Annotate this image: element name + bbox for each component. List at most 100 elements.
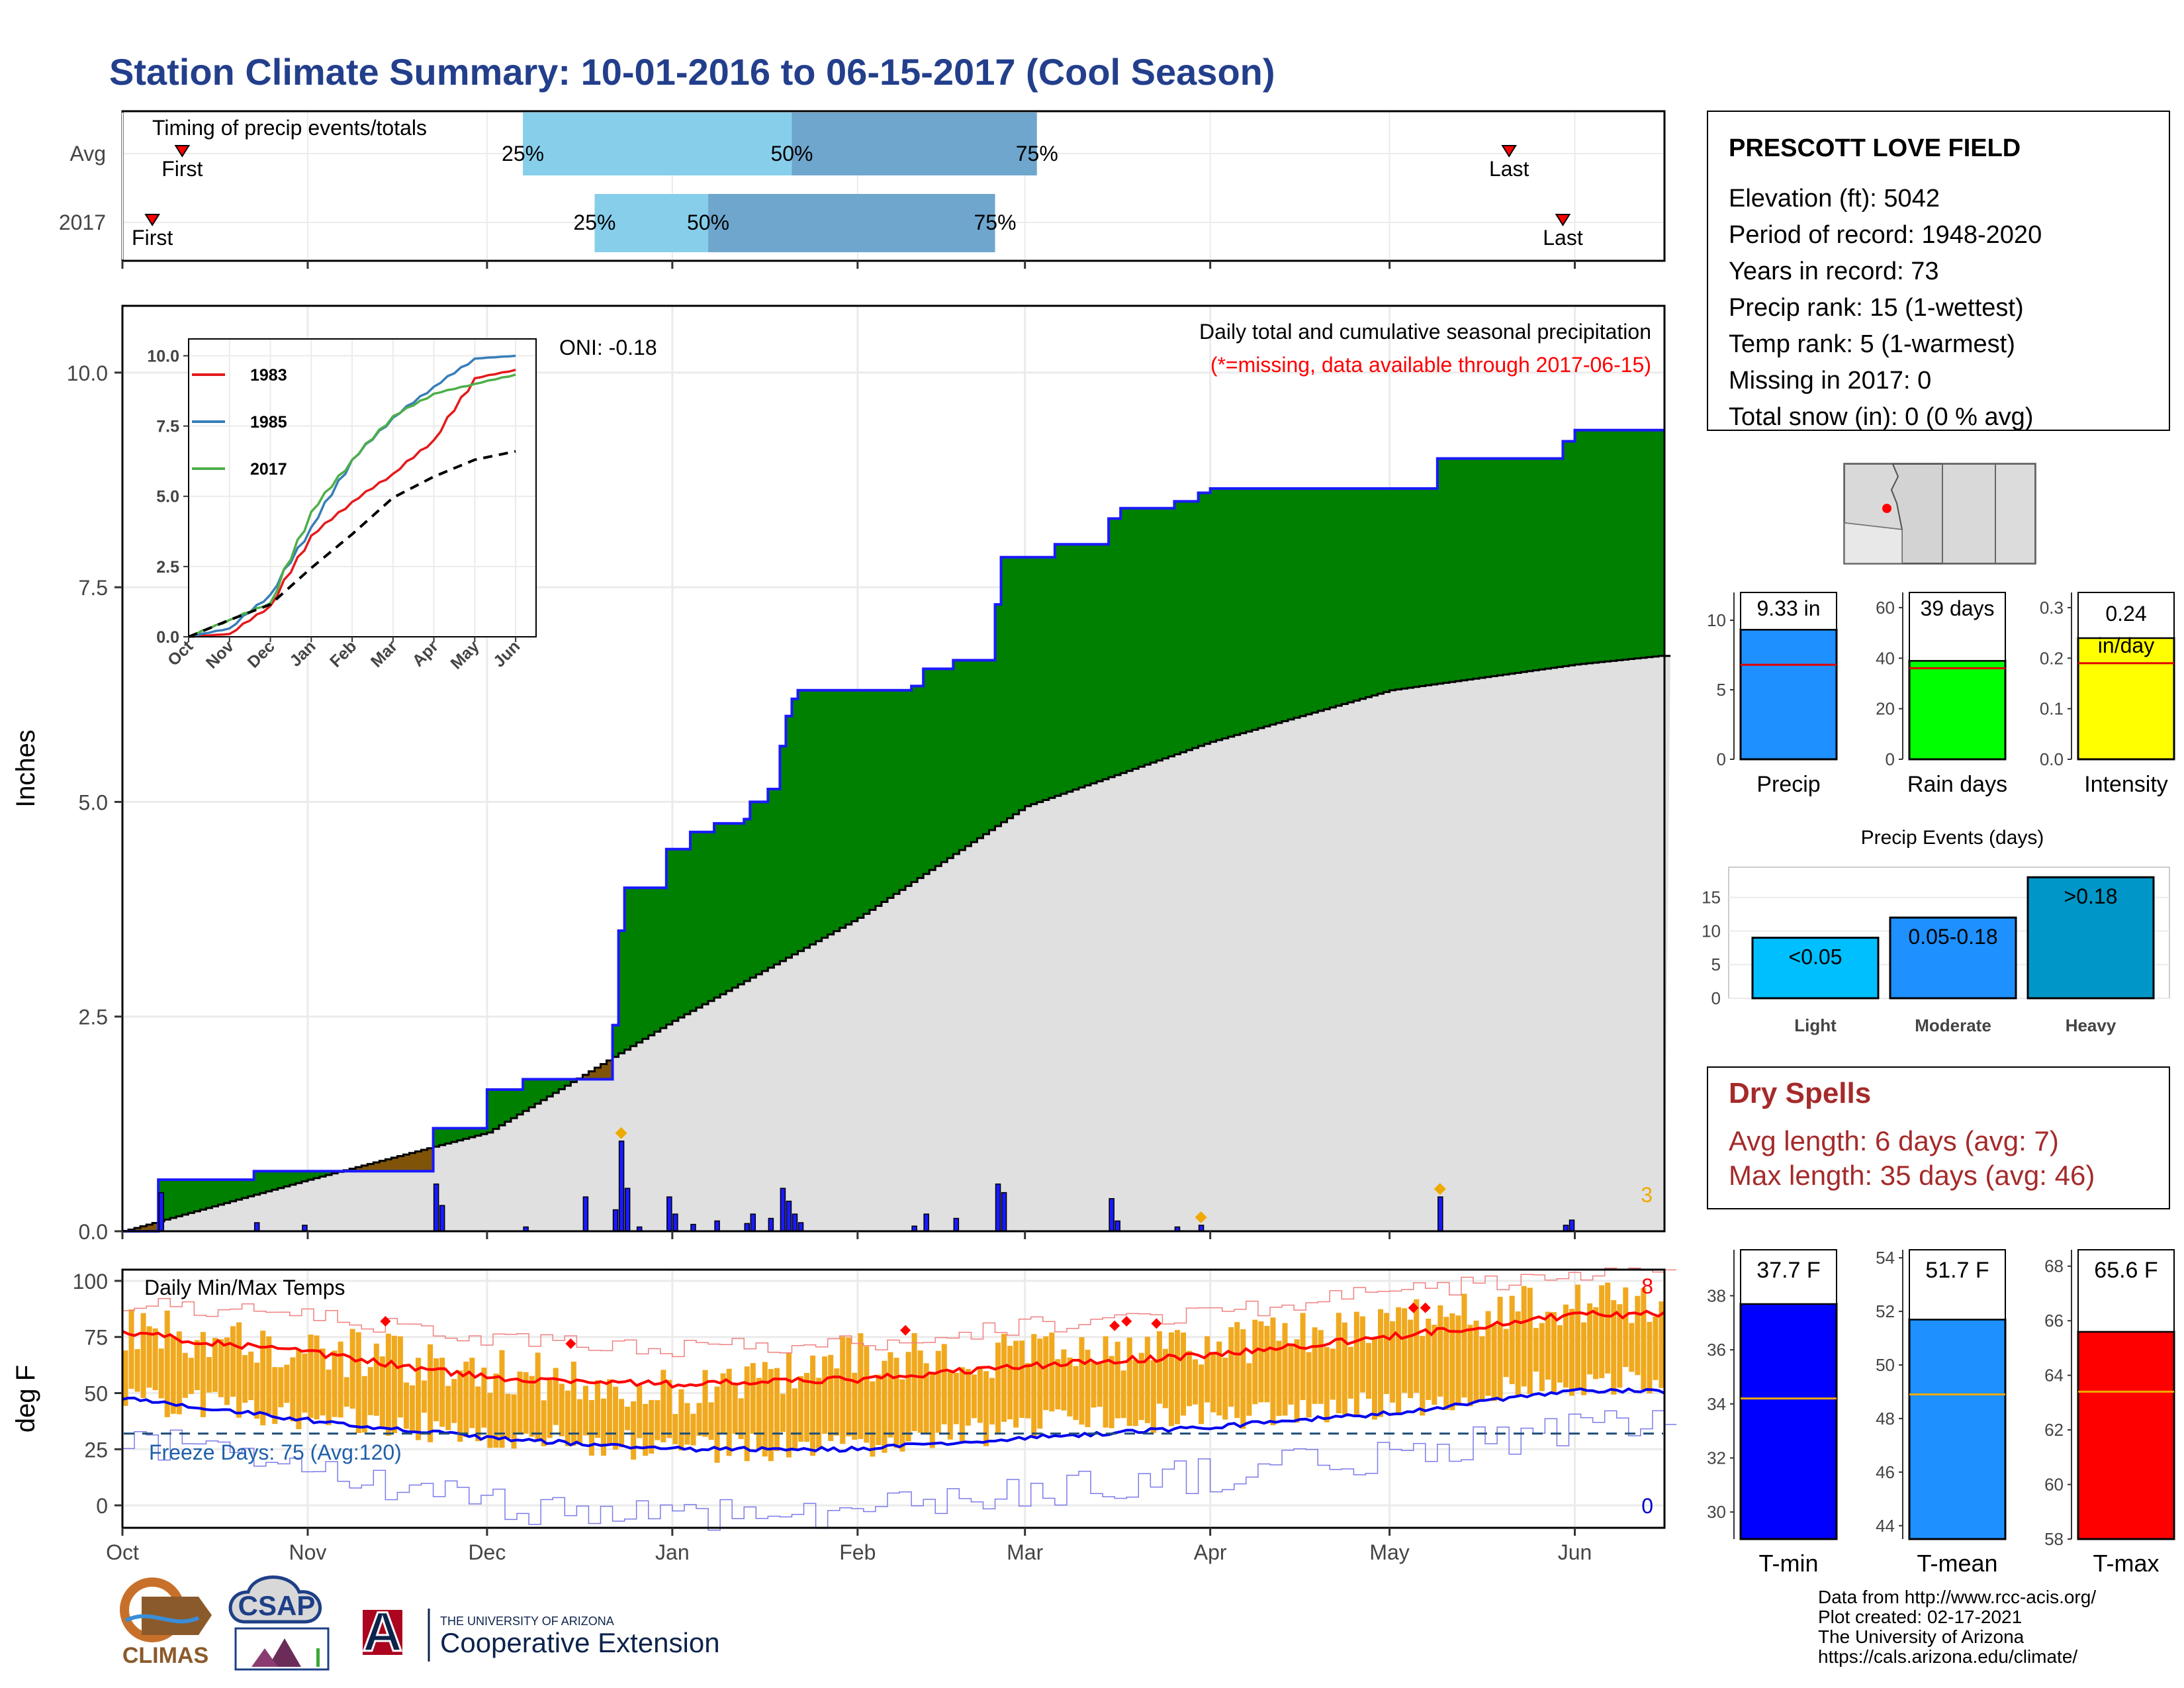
above-average-area <box>983 660 990 835</box>
daily-temp-bar <box>1599 1285 1605 1378</box>
above-average-area <box>242 1180 249 1198</box>
daily-temp-bar <box>1378 1309 1384 1417</box>
stat-tick-label: 10 <box>1707 610 1726 630</box>
above-average-area <box>702 831 709 1005</box>
above-average-area <box>1347 488 1354 702</box>
daily-temp-bar <box>637 1385 643 1438</box>
daily-temp-bar <box>200 1332 206 1417</box>
daily-temp-bar <box>1563 1304 1569 1388</box>
temp-stat-category-label: T-mean <box>1917 1550 1997 1577</box>
daily-precip-bar <box>612 1209 619 1232</box>
inset-legend-label: 1985 <box>250 413 287 432</box>
stat-bar <box>1739 628 1838 761</box>
timing-title: Timing of precip events/totals <box>152 116 427 140</box>
daily-temp-bar <box>846 1337 852 1436</box>
stat-value-label: 39 days <box>1920 596 1994 620</box>
daily-temp-bar <box>134 1349 140 1392</box>
daily-temp-bar <box>1156 1331 1162 1404</box>
above-average-area <box>265 1171 273 1192</box>
daily-temp-bar <box>1085 1350 1091 1427</box>
precip-chart: 0.0 2.5 5.0 7.5 10.0 Inches ONI: -0.18 Daily… <box>11 305 1671 1244</box>
daily-temp-bar <box>1216 1341 1222 1416</box>
daily-temp-bar <box>541 1400 547 1446</box>
daily-temp-bar <box>1426 1319 1432 1400</box>
above-average-area <box>792 698 799 955</box>
temp-stat-bar <box>1739 1303 1838 1540</box>
temp-stat-value-box <box>1740 1249 1837 1305</box>
below-average-area <box>415 1151 422 1172</box>
station-location-marker <box>1882 504 1891 513</box>
daily-temp-bar <box>828 1354 834 1441</box>
temp-stat-tick-label: 36 <box>1707 1340 1726 1360</box>
above-average-area <box>1479 458 1486 678</box>
daily-temp-bar <box>899 1379 905 1452</box>
above-average-area <box>200 1180 207 1210</box>
precip-ytick-label: 10.0 <box>67 361 108 385</box>
temp-ytick-label: 0 <box>96 1494 108 1518</box>
below-average-area <box>134 1227 141 1231</box>
above-average-area <box>176 1180 183 1217</box>
above-average-area <box>612 1025 619 1057</box>
daily-temp-bar <box>469 1358 475 1429</box>
timing-y2017-first-marker <box>144 214 160 226</box>
daily-temp-bar <box>1120 1370 1126 1419</box>
below-average-area <box>582 1074 590 1080</box>
above-average-area <box>1401 488 1408 689</box>
daily-temp-bar <box>666 1380 672 1438</box>
daily-temp-bar <box>893 1358 899 1448</box>
daily-temp-bar <box>361 1376 367 1433</box>
above-average-area <box>768 788 774 968</box>
daily-temp-bar <box>1162 1348 1168 1409</box>
stat-tick-label: 60 <box>1876 598 1895 618</box>
inset-ytick-label: 2.5 <box>156 558 179 577</box>
temp-stat-tick-label: 30 <box>1707 1502 1726 1522</box>
above-average-area <box>780 746 787 961</box>
flag-marker <box>1433 1183 1446 1196</box>
daily-temp-bar <box>158 1348 164 1399</box>
daily-temp-bar <box>1132 1360 1138 1427</box>
month-label: Jun <box>1558 1540 1592 1564</box>
credit-university: The University of Arizona <box>1818 1626 2025 1647</box>
above-average-area <box>1269 488 1277 725</box>
daily-temp-bar <box>1187 1350 1193 1407</box>
above-average-area <box>1001 557 1008 823</box>
precip-missing-note: (*=missing, data available through 2017-… <box>1210 353 1651 377</box>
above-average-area <box>1013 557 1020 814</box>
above-average-area <box>504 1089 512 1122</box>
daily-temp-bar <box>1318 1330 1324 1404</box>
daily-temp-bar <box>367 1367 373 1415</box>
temp-ytick-label: 100 <box>73 1270 108 1293</box>
record-high-marker <box>1408 1302 1419 1313</box>
daily-temp-bar <box>523 1372 529 1434</box>
below-average-area <box>367 1164 374 1172</box>
above-average-area <box>684 849 691 1015</box>
stat-category-label: Rain days <box>1907 772 2007 797</box>
daily-temp-bar <box>738 1398 744 1440</box>
daily-temp-bar <box>1659 1301 1664 1388</box>
daily-temp-bar <box>206 1357 212 1393</box>
above-average-area <box>1574 430 1582 665</box>
ua-a-mark: A <box>363 1601 403 1663</box>
daily-temp-bar <box>416 1358 422 1440</box>
above-average-area <box>1288 488 1295 720</box>
above-average-area <box>492 1089 500 1129</box>
above-average-area <box>1640 430 1647 658</box>
above-average-area <box>1563 441 1570 667</box>
above-average-area <box>486 1089 494 1133</box>
temp-stat-value-label: 65.6 F <box>2094 1258 2158 1283</box>
stat-chart-rain-days: 0 20 40 60 39 days Rain days <box>1876 592 2007 797</box>
daily-precip-bar <box>953 1217 960 1232</box>
below-average-area <box>397 1156 404 1172</box>
above-average-area <box>905 690 912 886</box>
above-average-area <box>1491 458 1498 677</box>
daily-temp-bar <box>1306 1352 1312 1418</box>
above-average-area <box>301 1171 308 1182</box>
above-average-area <box>732 823 739 988</box>
above-average-area <box>1024 557 1032 806</box>
cumulative-2017-line <box>122 428 1664 1233</box>
above-average-area <box>833 690 841 931</box>
events-category-label: Moderate <box>1915 1015 1991 1035</box>
temp-chart: 0 25 50 75 100 deg F Daily Min/Max Temps Fre… <box>11 1267 1677 1531</box>
daily-temp-bar <box>128 1309 134 1389</box>
daily-temp-bar <box>1629 1323 1635 1372</box>
